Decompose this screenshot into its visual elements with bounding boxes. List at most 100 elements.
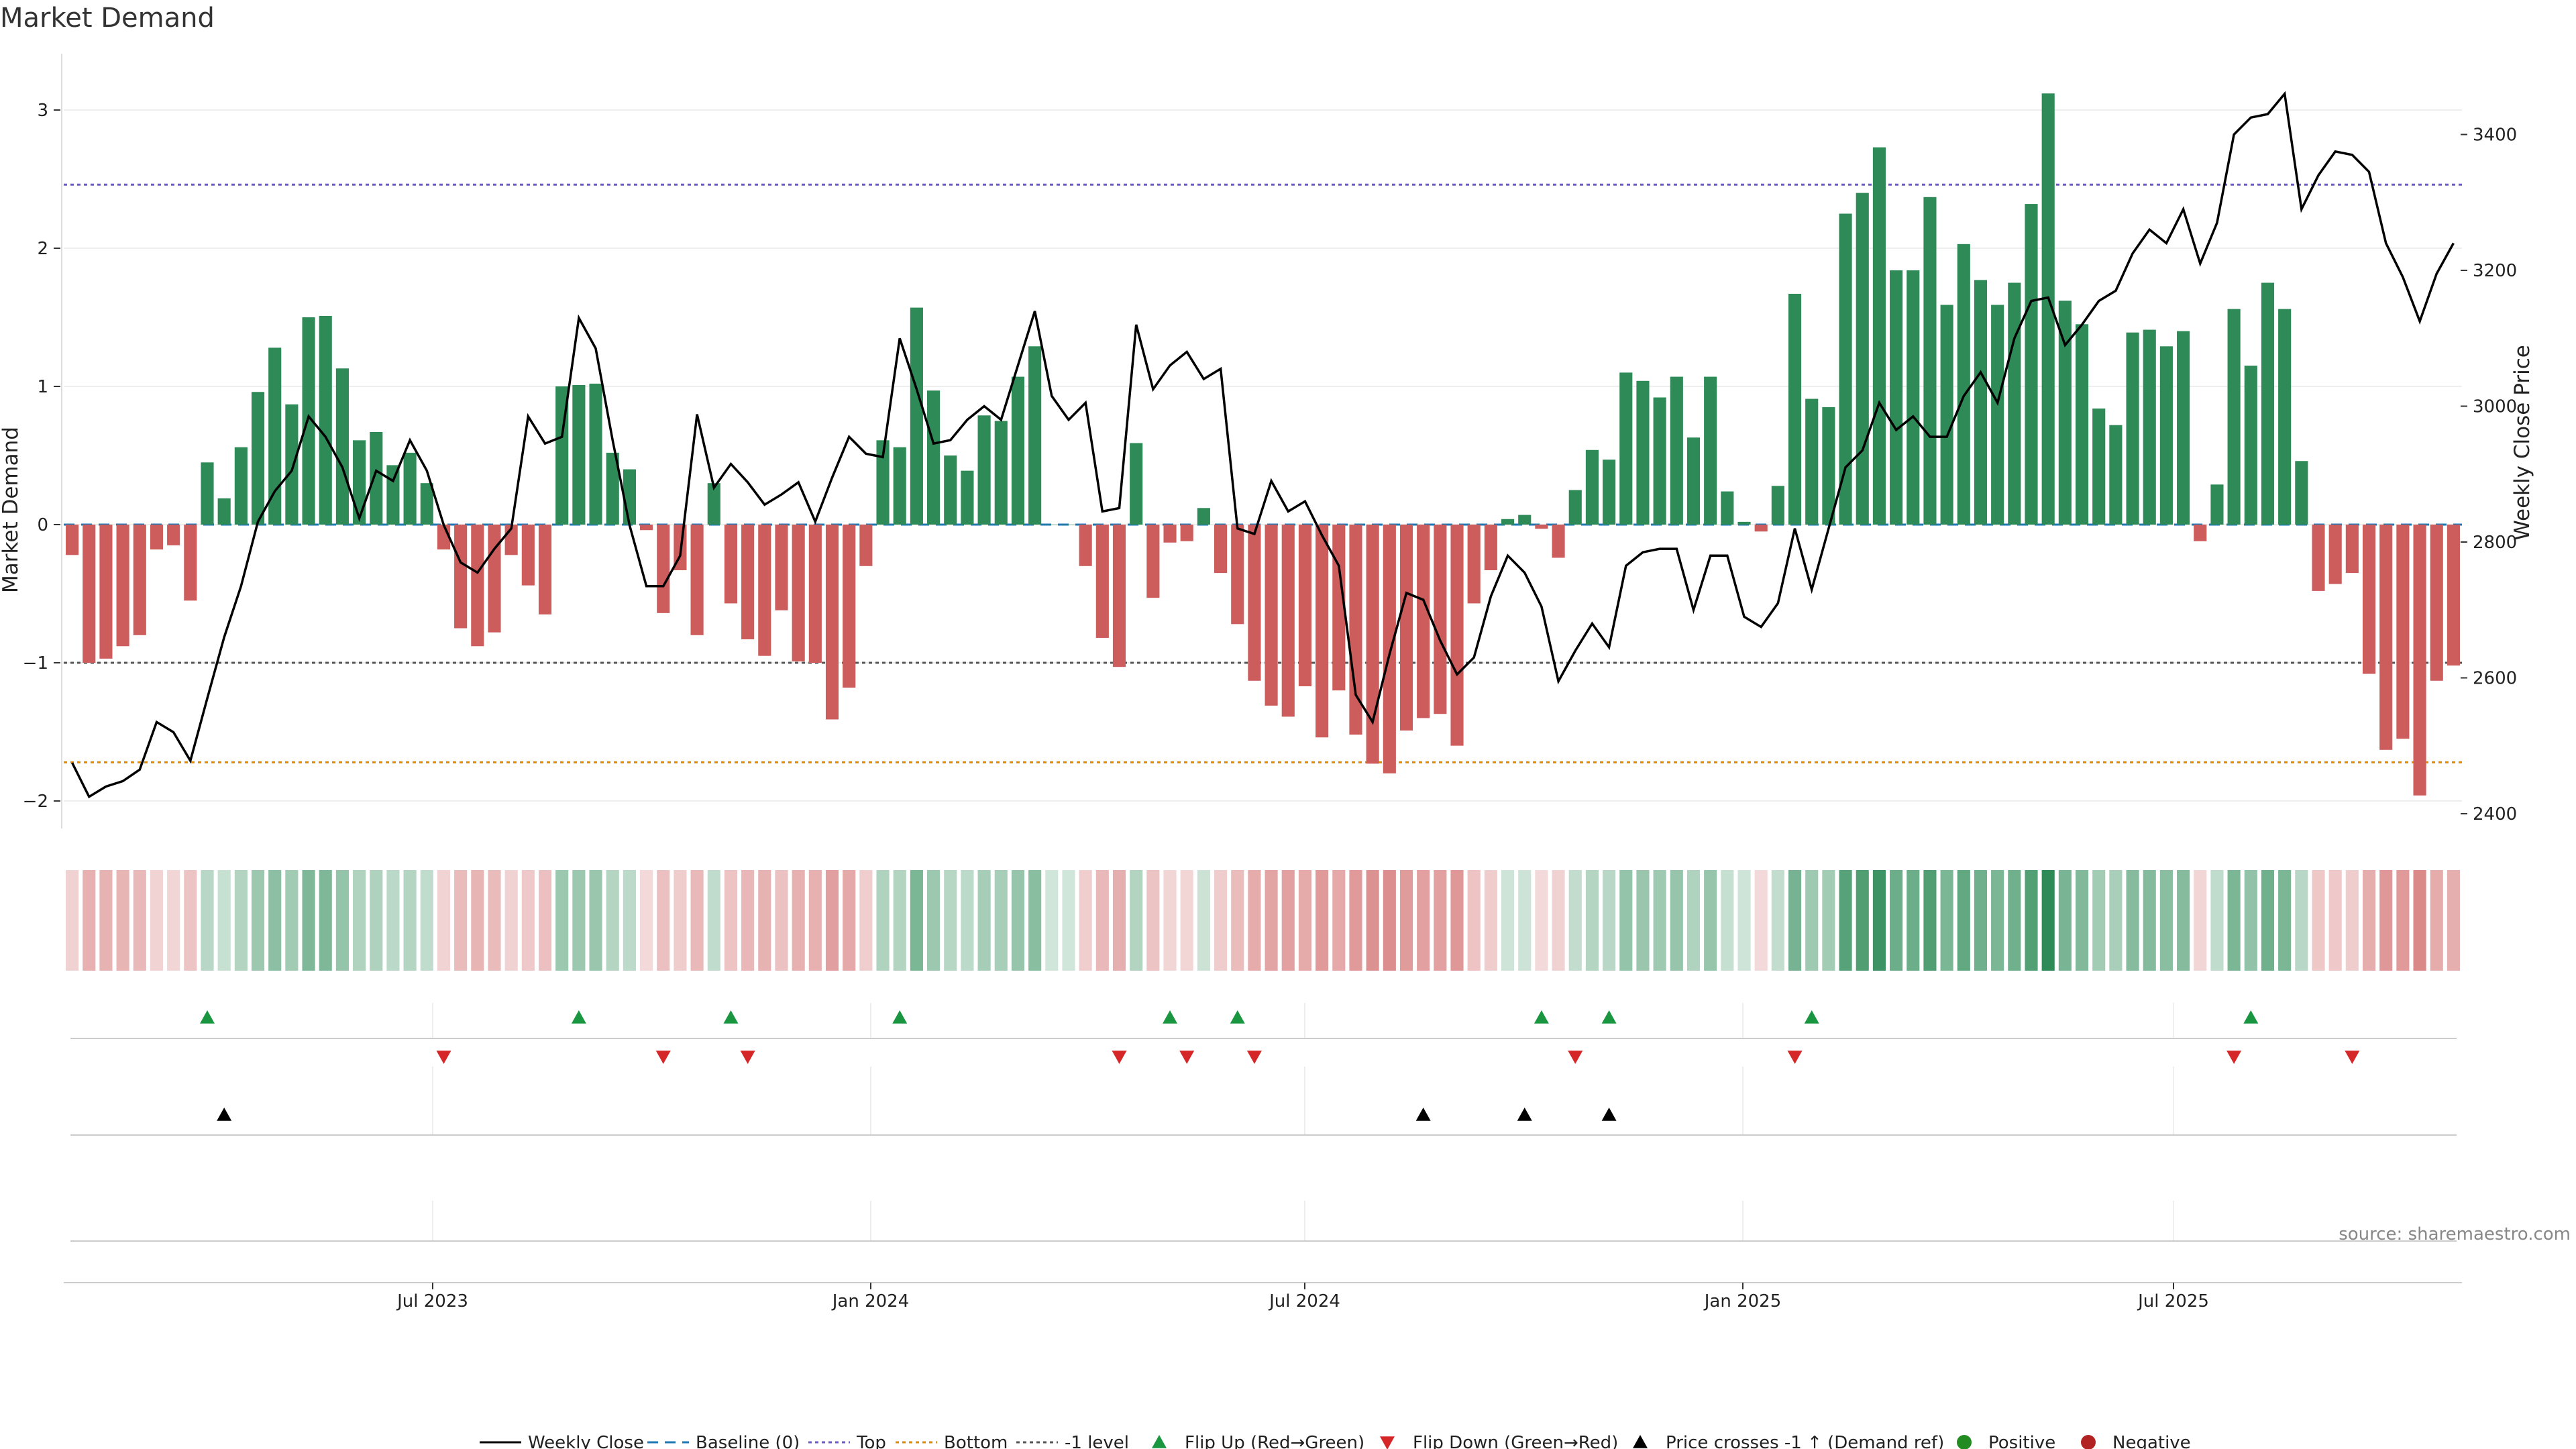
heat-cell — [319, 870, 332, 971]
demand-bar — [1619, 372, 1633, 525]
demand-bar — [2075, 324, 2089, 525]
heat-cell — [927, 870, 941, 971]
flip-up-marker — [571, 1010, 586, 1024]
heat-cell — [504, 870, 518, 971]
demand-bar — [133, 525, 146, 635]
demand-bar — [2194, 525, 2207, 541]
heat-cell — [843, 870, 856, 971]
demand-bar — [403, 452, 417, 525]
right-axis: Weekly Close Price 2400 2600 2800 3000 3200 3… — [2461, 125, 2534, 824]
heat-cell — [1214, 870, 1228, 971]
demand-bar — [1890, 270, 1903, 525]
demand-bar — [1180, 525, 1193, 541]
demand-bar — [893, 447, 906, 525]
demand-bar — [335, 368, 349, 525]
heat-cell — [1940, 870, 1953, 971]
heat-cell — [1636, 870, 1650, 971]
heat-cell — [2295, 870, 2308, 971]
demand-bar — [2312, 525, 2325, 591]
heat-cell — [1585, 870, 1599, 971]
heat-cell — [910, 870, 923, 971]
demand-bar — [1636, 380, 1650, 525]
demand-bar — [977, 415, 991, 525]
heat-cell — [1011, 870, 1025, 971]
demand-bar — [2362, 525, 2376, 674]
demand-bar — [420, 483, 433, 525]
left-tick-label-5: 3 — [37, 101, 48, 121]
heat-cell — [1467, 870, 1481, 971]
demand-bar — [1028, 346, 1042, 525]
demand-bar — [1991, 305, 2004, 525]
heat-cell — [758, 870, 771, 971]
heat-cell — [1737, 870, 1751, 971]
x-axis: Jul 2023 Jan 2024 Jul 2024 Jan 2025 Jul 2025 — [396, 1283, 2209, 1311]
demand-bar — [1011, 376, 1025, 525]
demand-bar — [1316, 525, 1329, 738]
heat-cell — [1298, 870, 1312, 971]
demand-bar — [1940, 305, 1953, 525]
demand-bar — [1568, 490, 1582, 525]
demand-bar — [640, 525, 653, 531]
demand-bar — [1214, 525, 1228, 574]
heat-cell — [1281, 870, 1295, 971]
heat-cell — [538, 870, 552, 971]
demand-bar — [2025, 204, 2038, 525]
heat-cell — [1856, 870, 1869, 971]
left-axis-label: Market Demand — [0, 427, 23, 593]
demand-bar — [572, 384, 586, 525]
heat-cell — [707, 870, 720, 971]
legend-label-6: Flip Down (Green→Red) — [1413, 1433, 1618, 1449]
heat-cell — [1316, 870, 1329, 971]
heat-cell — [977, 870, 991, 971]
heat-cell — [353, 870, 366, 971]
demand-bar — [1332, 525, 1346, 691]
chart-title: Market Demand — [0, 3, 215, 34]
heat-cell — [724, 870, 738, 971]
demand-bar — [167, 525, 180, 545]
left-axis: Market Demand −2 −1 0 1 2 3 — [0, 101, 60, 812]
left-tick-label-2: 0 — [37, 515, 48, 535]
heat-cell — [1248, 870, 1261, 971]
demand-bar — [2092, 408, 2106, 525]
demand-bar — [285, 404, 299, 525]
demand-bar — [2278, 309, 2292, 525]
demand-bar — [2413, 525, 2426, 796]
demand-bar — [184, 525, 197, 601]
heat-cell — [83, 870, 96, 971]
demand-bar — [927, 390, 941, 525]
heat-cell — [133, 870, 146, 971]
heat-cell — [2430, 870, 2443, 971]
flip-down-marker — [1112, 1051, 1127, 1064]
heat-cell — [1265, 870, 1278, 971]
demand-bar — [538, 525, 552, 614]
demand-bar — [606, 452, 619, 525]
event-rows — [64, 1003, 2462, 1283]
heat-cell — [623, 870, 636, 971]
demand-bar — [1974, 280, 1988, 525]
demand-bar — [741, 525, 755, 639]
heat-cell — [2379, 870, 2393, 971]
demand-bar — [1349, 525, 1362, 735]
heat-cell — [1450, 870, 1464, 971]
heat-cell — [2261, 870, 2275, 971]
heat-cell — [555, 870, 569, 971]
demand-bar — [2143, 329, 2156, 525]
demand-bar — [2041, 93, 2055, 525]
demand-bar — [2159, 346, 2173, 525]
demand-bar — [1501, 519, 1515, 525]
demand-bar — [1737, 521, 1751, 525]
flip-up-marker — [2243, 1010, 2259, 1024]
heat-cell — [1028, 870, 1042, 971]
demand-bar — [1585, 449, 1599, 525]
legend-swatch-6 — [1380, 1436, 1395, 1449]
heat-cell — [741, 870, 755, 971]
heat-cell — [1721, 870, 1734, 971]
demand-bar — [1484, 525, 1497, 570]
demand-bar — [1923, 197, 1937, 525]
demand-bar — [1856, 193, 1869, 525]
heat-cell — [1417, 870, 1430, 971]
heat-cell — [1704, 870, 1717, 971]
demand-bar — [1518, 515, 1532, 525]
heat-cell — [116, 870, 129, 971]
heat-cell — [2075, 870, 2089, 971]
